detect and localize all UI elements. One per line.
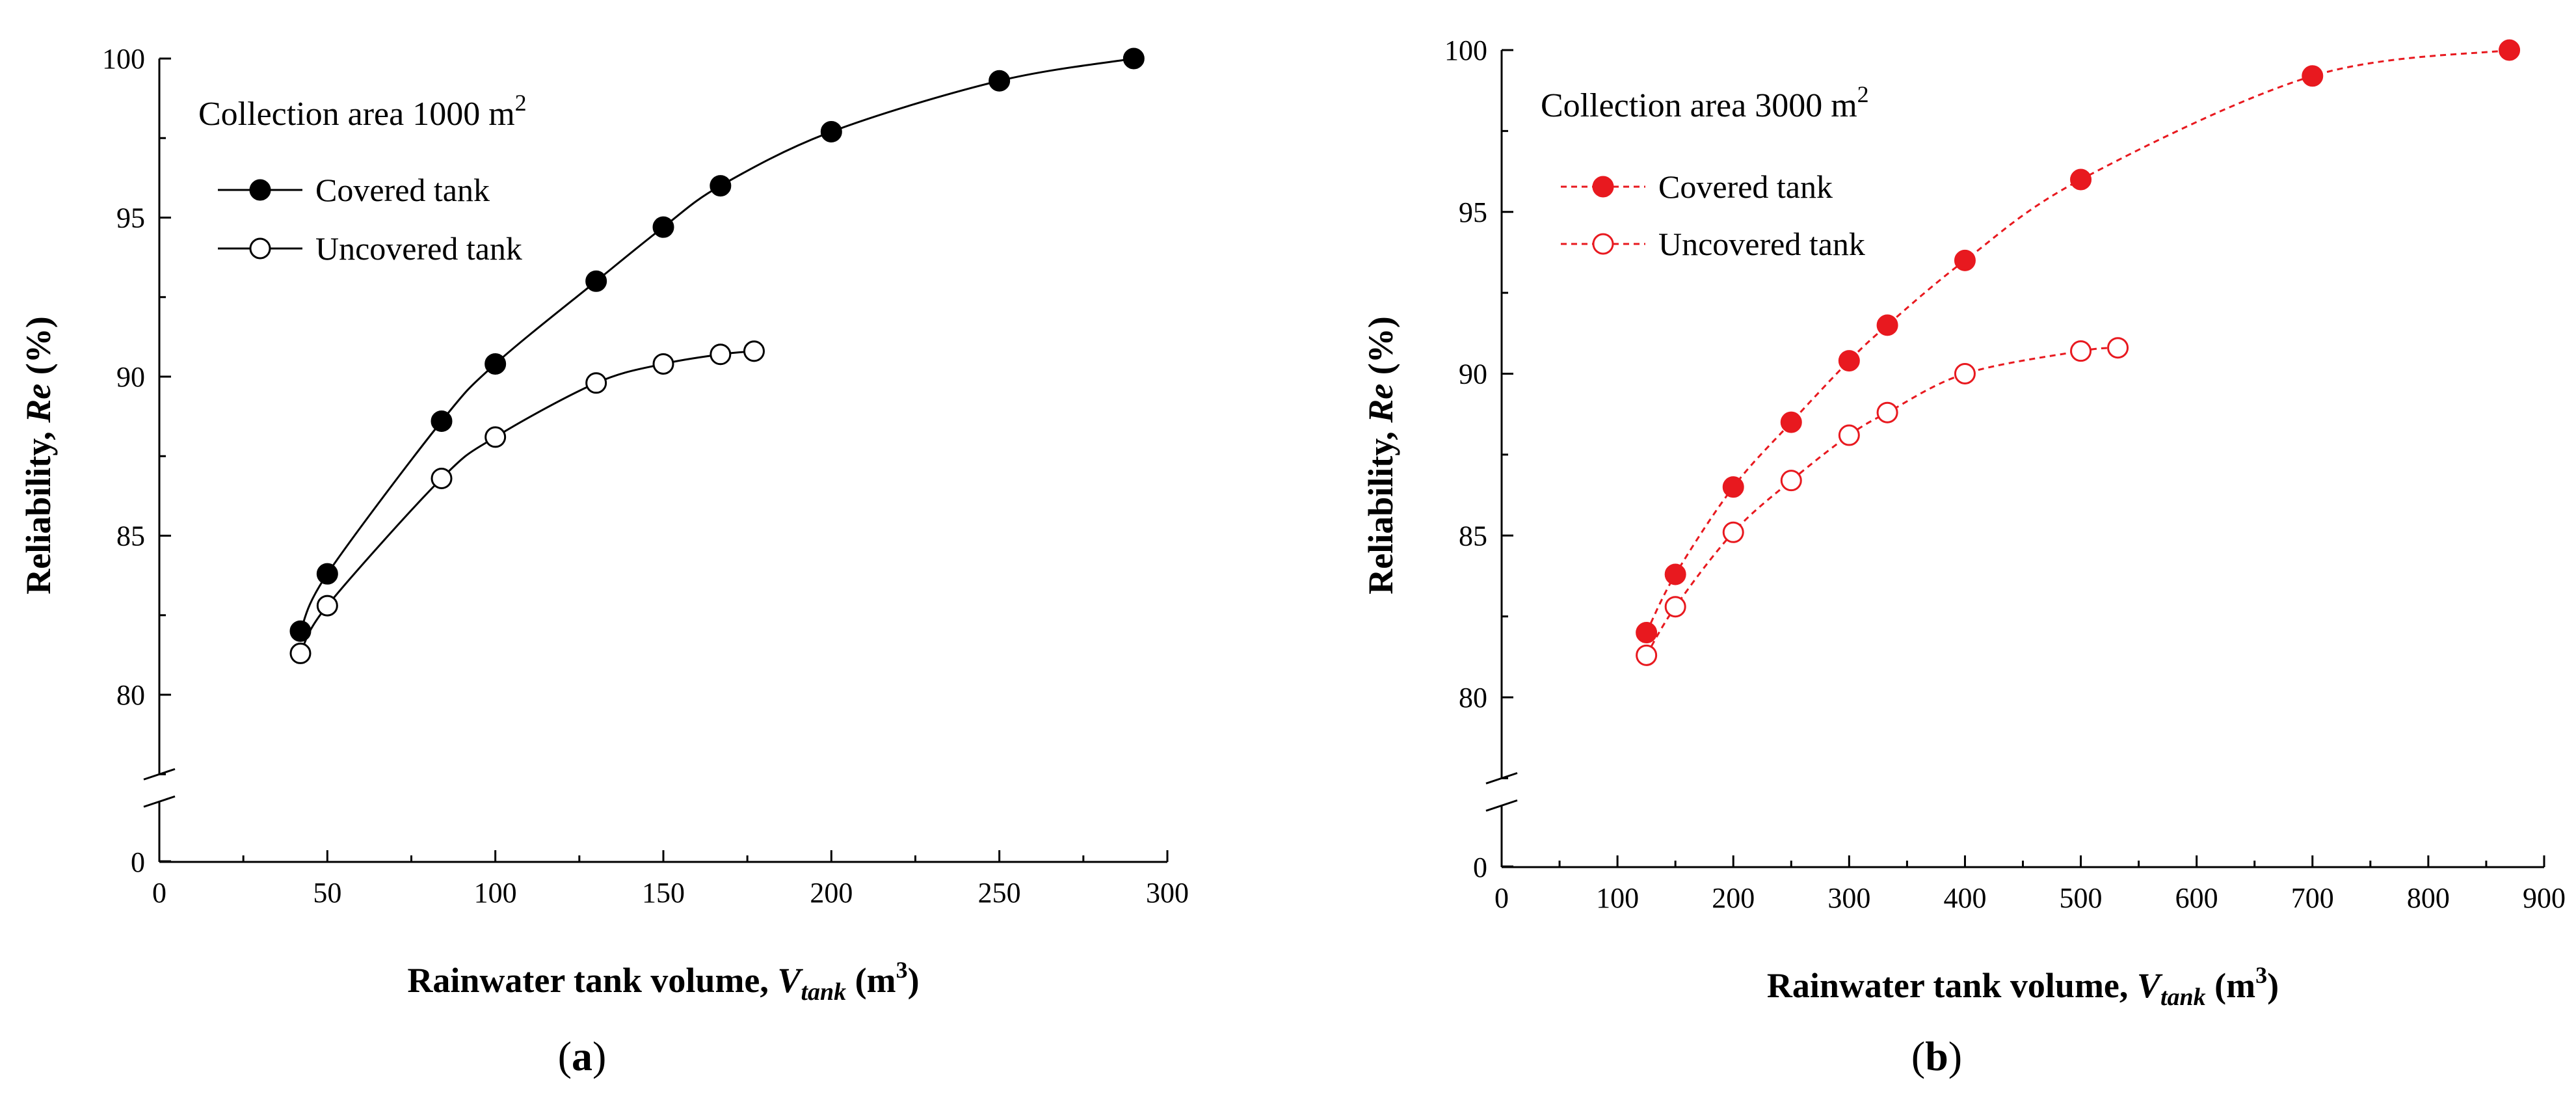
- data-point: [1122, 47, 1145, 70]
- legend-entry: Covered tank: [218, 172, 490, 208]
- data-point: [1722, 476, 1744, 498]
- y-tick-label: 90: [1459, 358, 1487, 390]
- x-tick-label: 150: [642, 877, 685, 909]
- data-point: [1838, 350, 1860, 372]
- x-axis-title: Rainwater tank volume, Vtank (m3): [1767, 962, 2279, 1011]
- y-tick-label: 95: [116, 202, 145, 234]
- data-point: [1780, 470, 1802, 492]
- data-point: [1722, 521, 1744, 543]
- y-tick-label: 95: [1459, 196, 1487, 228]
- panel-b: 80 85 90 95 100 00 100 200 300 400 500 600 700 800 900…: [1361, 34, 2566, 1079]
- panel-label: (a): [558, 1033, 607, 1079]
- data-point: [1876, 401, 1898, 423]
- data-point: [2070, 340, 2092, 362]
- x-tick-label: 600: [2175, 882, 2218, 914]
- series-line: [299, 57, 1134, 632]
- data-point: [652, 353, 674, 375]
- x-tick-label: 900: [2523, 882, 2566, 914]
- y-tick-label: 0: [1473, 852, 1487, 883]
- axis-break-mark: [1485, 799, 1518, 812]
- series-covered-tank: [289, 47, 1145, 642]
- data-point: [989, 70, 1011, 92]
- data-point: [1780, 411, 1802, 433]
- x-tick-label: 50: [313, 877, 341, 909]
- y-tick-label: 85: [1459, 520, 1487, 552]
- x-tick-label: 500: [2060, 882, 2103, 914]
- x-tick-label: 200: [1712, 882, 1755, 914]
- panel-a: 80 85 90 95 100 00 50 100 150 200 250 300 Rainwater …: [19, 43, 1189, 1079]
- data-point: [2499, 39, 2521, 61]
- x-tick-label: 300: [1827, 882, 1870, 914]
- panel-label: (b): [1911, 1033, 1962, 1079]
- x-tick-label: 400: [1943, 882, 1986, 914]
- legend-label: Covered tank: [1658, 168, 1833, 205]
- data-point: [431, 467, 453, 489]
- data-point: [585, 270, 607, 292]
- data-point: [1954, 249, 1976, 271]
- y-tick-label: 100: [102, 43, 145, 75]
- axis-break-mark: [143, 795, 176, 808]
- series-line: [1645, 347, 2118, 656]
- series-covered-tank: [1636, 39, 2521, 643]
- data-point: [652, 216, 674, 238]
- y-axis-title: Reliability, Re (%): [19, 316, 58, 594]
- collection-area-annotation: Collection area 1000 m2: [198, 90, 527, 133]
- legend-label: Uncovered tank: [315, 230, 522, 267]
- x-tick-label: 100: [1596, 882, 1639, 914]
- data-point: [1838, 424, 1860, 446]
- data-point: [485, 426, 507, 448]
- data-point: [820, 120, 842, 142]
- x-tick-label: 250: [978, 877, 1021, 909]
- data-point: [316, 563, 338, 585]
- y-tick-label: 90: [116, 361, 145, 393]
- data-point: [431, 410, 453, 432]
- x-tick-label: 200: [810, 877, 853, 909]
- data-point: [485, 353, 507, 375]
- data-point: [2070, 168, 2092, 191]
- y-tick-label: 0: [131, 846, 145, 878]
- series-line: [299, 350, 754, 654]
- legend-entry: Covered tank: [1561, 168, 1833, 205]
- legend-marker: [1592, 176, 1614, 198]
- x-axis-title: Rainwater tank volume, Vtank (m3): [407, 957, 919, 1006]
- data-point: [710, 343, 732, 366]
- legend-label: Covered tank: [315, 172, 490, 208]
- data-point: [1636, 622, 1658, 643]
- y-tick-label: 80: [1459, 682, 1487, 714]
- legend-marker: [249, 179, 271, 201]
- x-tick-label: 800: [2407, 882, 2450, 914]
- data-point: [1664, 563, 1686, 585]
- series-uncovered-tank: [289, 340, 765, 664]
- x-tick-label: 300: [1146, 877, 1189, 909]
- x-tick-label: 0: [152, 877, 166, 909]
- x-tick-label: 0: [1494, 882, 1509, 914]
- data-point: [2107, 337, 2129, 359]
- data-point: [1876, 314, 1898, 336]
- legend-entry: Uncovered tank: [1561, 226, 1865, 262]
- data-point: [289, 642, 312, 664]
- series-uncovered-tank: [1636, 337, 2129, 666]
- y-tick-label: 85: [116, 520, 145, 552]
- legend-label: Uncovered tank: [1658, 226, 1865, 262]
- y-tick-label: 80: [116, 679, 145, 711]
- legend-marker: [249, 237, 271, 260]
- data-point: [743, 340, 765, 362]
- legend-entry: Uncovered tank: [218, 230, 522, 267]
- legend-marker: [1592, 233, 1614, 255]
- x-tick-label: 700: [2291, 882, 2334, 914]
- y-tick-label: 100: [1444, 34, 1487, 66]
- data-point: [585, 372, 607, 394]
- x-tick-label: 100: [474, 877, 517, 909]
- data-point: [1954, 363, 1976, 384]
- data-point: [1664, 596, 1686, 618]
- series-line: [1645, 49, 2510, 634]
- y-axis-title: Reliability, Re (%): [1361, 316, 1400, 594]
- data-point: [316, 595, 338, 617]
- collection-area-annotation: Collection area 3000 m2: [1541, 81, 1869, 124]
- data-point: [710, 175, 732, 197]
- data-point: [2302, 65, 2324, 87]
- data-point: [1636, 644, 1658, 666]
